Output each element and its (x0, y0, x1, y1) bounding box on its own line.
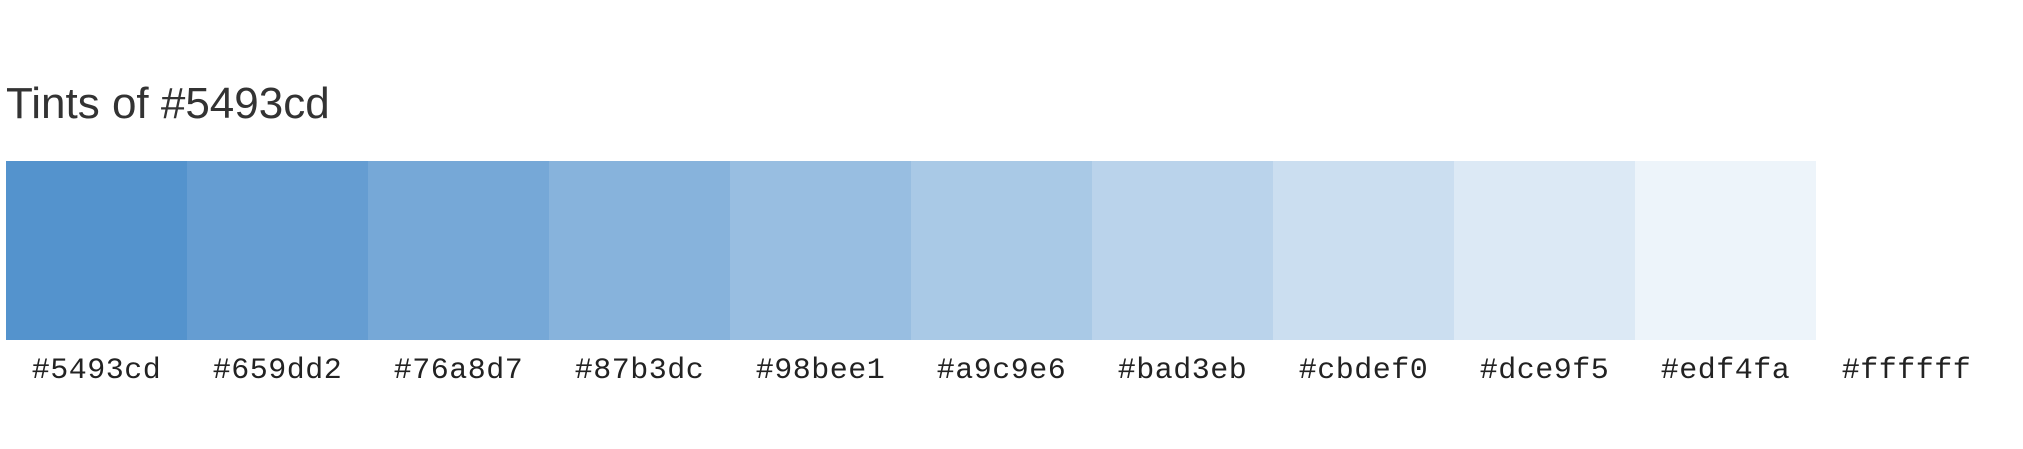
swatch: #87b3dc (549, 161, 730, 389)
swatch: #5493cd (6, 161, 187, 389)
color-chip (1273, 161, 1454, 340)
hex-label: #cbdef0 (1298, 354, 1429, 388)
color-chip (6, 161, 187, 340)
hex-label: #edf4fa (1660, 354, 1791, 388)
color-chip (187, 161, 368, 340)
swatch: #659dd2 (187, 161, 368, 389)
swatch: #98bee1 (730, 161, 911, 389)
hex-label: #a9c9e6 (936, 354, 1067, 388)
hex-label: #bad3eb (1117, 354, 1248, 388)
color-chip (911, 161, 1092, 340)
swatch: #edf4fa (1635, 161, 1816, 389)
color-chip (549, 161, 730, 340)
swatch: #dce9f5 (1454, 161, 1635, 389)
swatch: #cbdef0 (1273, 161, 1454, 389)
swatch: #bad3eb (1092, 161, 1273, 389)
swatch: #a9c9e6 (911, 161, 1092, 389)
hex-label: #98bee1 (755, 354, 886, 388)
hex-label: #ffffff (1841, 354, 1972, 388)
swatch-row: #5493cd #659dd2 #76a8d7 #87b3dc #98bee1 … (6, 161, 1997, 389)
color-chip (1092, 161, 1273, 340)
color-chip (368, 161, 549, 340)
hex-label: #5493cd (31, 354, 162, 388)
color-chip (1635, 161, 1816, 340)
hex-label: #659dd2 (212, 354, 343, 388)
page-title: Tints of #5493cd (6, 79, 330, 128)
swatch: #76a8d7 (368, 161, 549, 389)
color-chip (1454, 161, 1635, 340)
hex-label: #87b3dc (574, 354, 705, 388)
hex-label: #dce9f5 (1479, 354, 1610, 388)
hex-label: #76a8d7 (393, 354, 524, 388)
color-chip (730, 161, 911, 340)
swatch: #ffffff (1816, 161, 1997, 389)
color-chip (1816, 161, 1997, 340)
